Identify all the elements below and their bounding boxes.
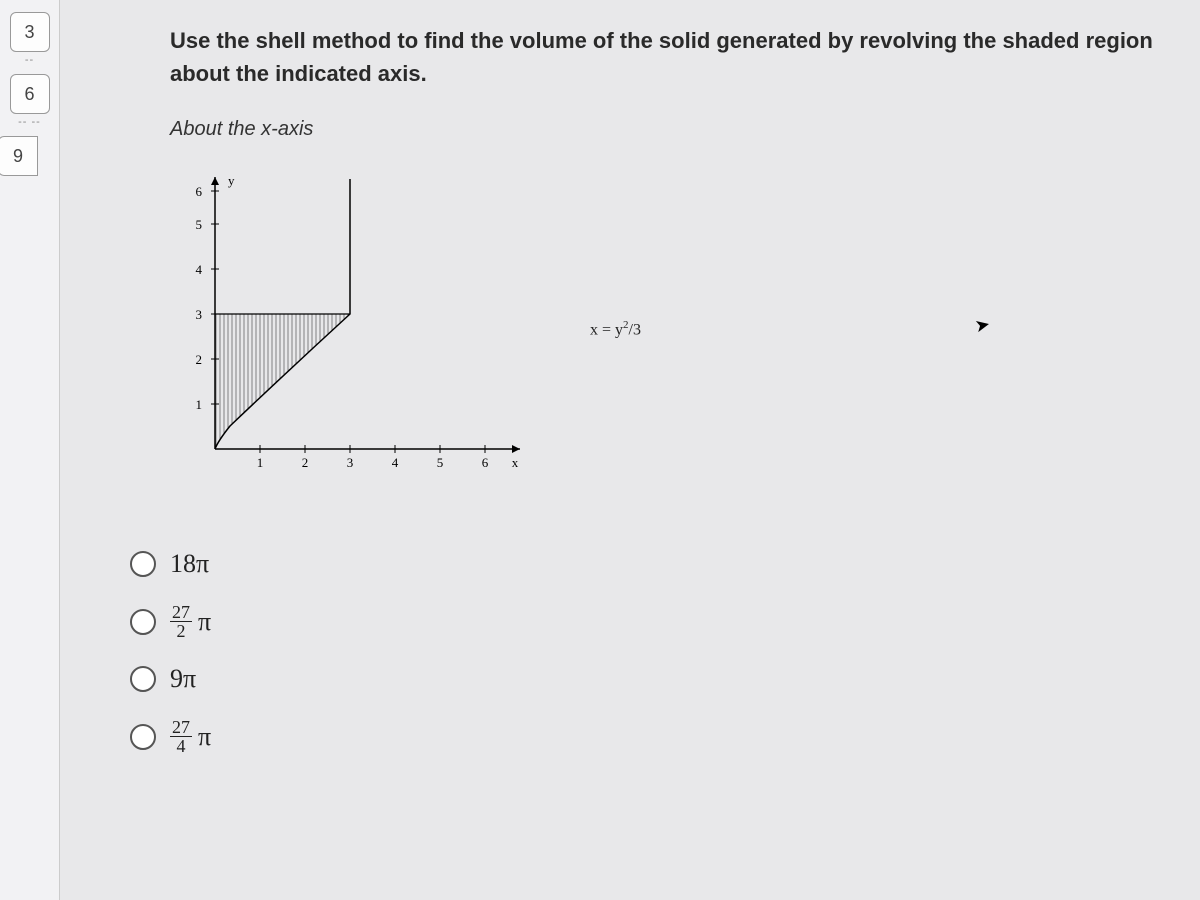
option-a[interactable]: 18π xyxy=(130,549,1160,579)
y-axis-arrow xyxy=(211,177,219,185)
option-d-label: 27 4 π xyxy=(170,718,211,755)
svg-text:2: 2 xyxy=(302,455,309,470)
svg-text:3: 3 xyxy=(347,455,354,470)
nav-item-3[interactable]: 3 xyxy=(10,12,50,52)
svg-text:5: 5 xyxy=(196,217,203,232)
x-axis-arrow xyxy=(512,445,520,453)
nav-dashes: -- -- xyxy=(0,116,59,128)
svg-text:6: 6 xyxy=(196,184,203,199)
svg-text:4: 4 xyxy=(392,455,399,470)
svg-text:2: 2 xyxy=(196,352,203,367)
curve-equation-label: x = y2/3 xyxy=(590,319,641,339)
graph-row: 1 2 3 4 5 6 x 1 xyxy=(170,169,1160,489)
radio-d[interactable] xyxy=(130,724,156,750)
question-content: Use the shell method to find the volume … xyxy=(60,0,1200,900)
x-axis-label: x xyxy=(512,455,519,470)
radio-b[interactable] xyxy=(130,609,156,635)
option-d[interactable]: 27 4 π xyxy=(130,718,1160,755)
answer-options: 18π 27 2 π 9π 27 4 π xyxy=(130,549,1160,755)
option-c-label: 9π xyxy=(170,664,196,694)
shaded-region xyxy=(215,314,350,449)
option-a-label: 18π xyxy=(170,549,209,579)
svg-text:5: 5 xyxy=(437,455,444,470)
svg-text:1: 1 xyxy=(196,397,203,412)
radio-c[interactable] xyxy=(130,666,156,692)
nav-item-6[interactable]: 6 xyxy=(10,74,50,114)
graph: 1 2 3 4 5 6 x 1 xyxy=(170,169,540,489)
option-b[interactable]: 27 2 π xyxy=(130,603,1160,640)
radio-a[interactable] xyxy=(130,551,156,577)
svg-text:3: 3 xyxy=(196,307,203,322)
svg-text:1: 1 xyxy=(257,455,264,470)
question-subtitle: About the x-axis xyxy=(170,118,1160,141)
question-nav-rail: 3 -- 6 -- -- 9 xyxy=(0,0,60,900)
question-prompt: Use the shell method to find the volume … xyxy=(170,24,1160,90)
nav-dashes: -- xyxy=(0,54,59,66)
option-c[interactable]: 9π xyxy=(130,664,1160,694)
nav-item-9[interactable]: 9 xyxy=(0,136,38,176)
y-axis-label: y xyxy=(228,173,235,188)
option-b-label: 27 2 π xyxy=(170,603,211,640)
graph-svg: 1 2 3 4 5 6 x 1 xyxy=(170,169,540,489)
svg-text:6: 6 xyxy=(482,455,489,470)
svg-text:4: 4 xyxy=(196,262,203,277)
